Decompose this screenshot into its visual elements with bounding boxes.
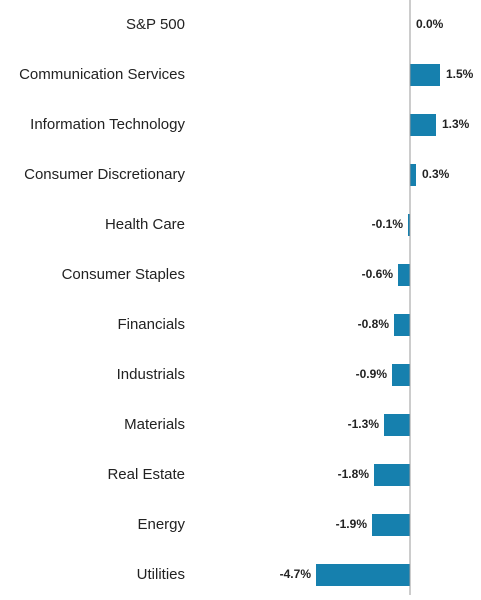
- value-label: -0.6%: [362, 267, 394, 281]
- category-label: Utilities: [137, 566, 185, 583]
- category-label: Materials: [124, 416, 185, 433]
- bar: [316, 564, 410, 586]
- bar: [372, 514, 410, 536]
- category-label: Consumer Staples: [62, 266, 185, 283]
- value-label: -0.9%: [356, 367, 388, 381]
- value-label: -1.3%: [348, 417, 380, 431]
- value-label: -0.8%: [358, 317, 390, 331]
- category-label: Industrials: [117, 366, 185, 383]
- value-label: -1.9%: [336, 517, 368, 531]
- value-label: 1.3%: [442, 117, 470, 131]
- category-label: S&P 500: [126, 16, 185, 33]
- bar: [384, 414, 410, 436]
- category-label: Consumer Discretionary: [24, 166, 185, 183]
- category-label: Communication Services: [19, 66, 185, 83]
- bar: [410, 164, 416, 186]
- bar: [398, 264, 410, 286]
- category-label: Health Care: [105, 216, 185, 233]
- category-label: Financials: [117, 316, 185, 333]
- bar: [408, 214, 410, 236]
- value-label: 0.3%: [422, 167, 450, 181]
- category-label: Energy: [137, 516, 185, 533]
- value-label: -4.7%: [280, 567, 312, 581]
- value-label: -0.1%: [372, 217, 404, 231]
- value-label: 1.5%: [446, 67, 474, 81]
- category-label: Real Estate: [107, 466, 185, 483]
- bar: [410, 114, 436, 136]
- bar: [394, 314, 410, 336]
- value-label: 0.0%: [416, 17, 444, 31]
- bar: [392, 364, 410, 386]
- value-label: -1.8%: [338, 467, 370, 481]
- bar: [410, 64, 440, 86]
- category-label: Information Technology: [30, 116, 185, 133]
- bar: [374, 464, 410, 486]
